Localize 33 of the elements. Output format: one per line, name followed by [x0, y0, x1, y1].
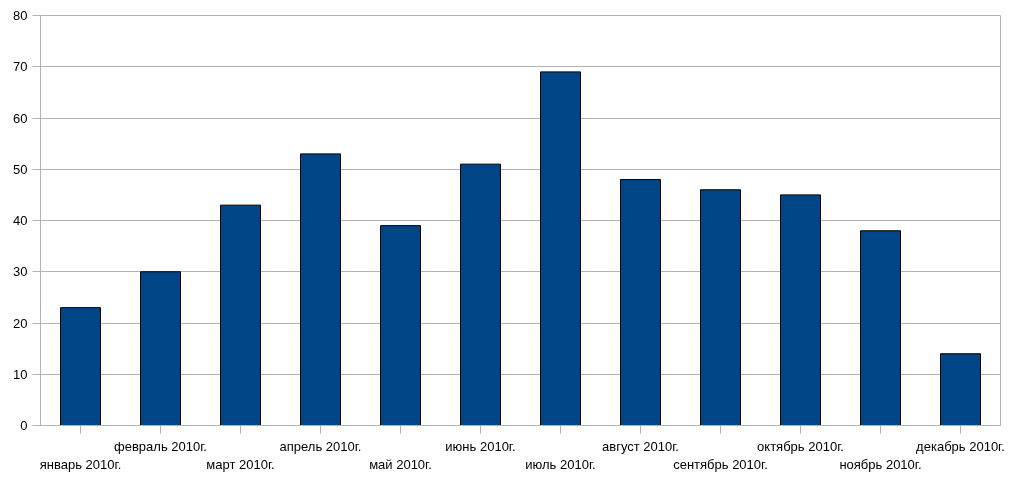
y-tick-label: 30 — [13, 264, 28, 280]
y-tick-label: 50 — [13, 161, 28, 177]
x-tick-label: февраль 2010г. — [114, 438, 207, 454]
y-tick-label: 0 — [20, 418, 28, 433]
y-tick-label: 20 — [13, 315, 28, 331]
bar — [940, 353, 981, 426]
x-tick-label: март 2010г. — [206, 456, 275, 472]
x-tick-label: август 2010г. — [602, 438, 679, 454]
y-tick-label: 60 — [13, 110, 28, 126]
y-tick-label: 80 — [13, 8, 28, 23]
y-tick-label: 70 — [13, 59, 28, 75]
bar — [460, 163, 501, 426]
bar — [380, 225, 421, 426]
x-tick-label: сентябрь 2010г. — [673, 456, 768, 472]
bar — [540, 71, 581, 426]
bar — [220, 204, 261, 426]
bar — [140, 271, 181, 426]
bar — [620, 179, 661, 426]
bar — [60, 307, 101, 426]
x-tick-label: апрель 2010г. — [279, 438, 362, 454]
x-tick-label: январь 2010г. — [39, 456, 122, 472]
bar — [300, 153, 341, 426]
bar — [860, 230, 901, 426]
y-tick-label: 40 — [13, 213, 28, 228]
x-tick-label: июль 2010г. — [525, 456, 596, 472]
bar — [780, 194, 821, 426]
bar — [700, 189, 741, 426]
x-tick-label: май 2010г. — [369, 456, 432, 472]
x-tick-label: декабрь 2010г. — [916, 438, 1005, 454]
x-tick-label: ноябрь 2010г. — [839, 456, 922, 472]
x-tick-label: октябрь 2010г. — [757, 438, 844, 454]
y-tick-label: 10 — [13, 366, 28, 382]
x-tick-label: июнь 2010г. — [445, 438, 516, 454]
